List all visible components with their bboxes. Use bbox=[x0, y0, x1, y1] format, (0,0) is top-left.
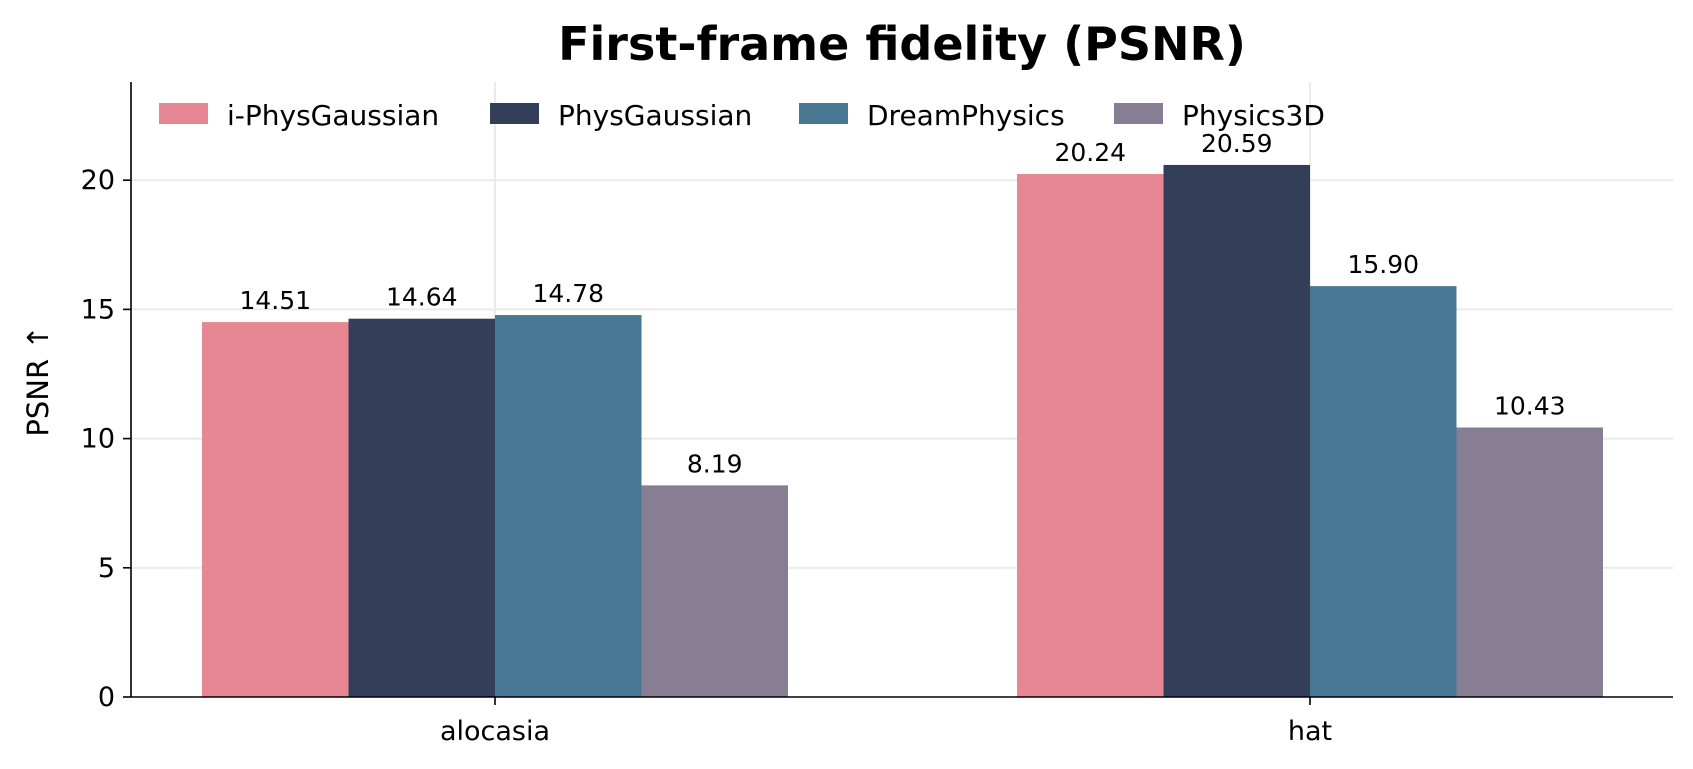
y-axis-label: PSNR ↑ bbox=[21, 325, 55, 436]
bar-physgaussian-alocasia bbox=[348, 318, 495, 697]
bar-value-label: 10.43 bbox=[1494, 391, 1566, 420]
bar-value-label: 14.78 bbox=[532, 279, 604, 308]
y-tick-label: 0 bbox=[98, 682, 115, 713]
bar-value-label: 20.24 bbox=[1054, 138, 1126, 167]
x-tick-label: alocasia bbox=[440, 716, 550, 747]
legend-swatch bbox=[799, 103, 848, 124]
axes bbox=[130, 82, 1673, 698]
legend-swatch bbox=[159, 103, 208, 124]
bar-physics3d-alocasia bbox=[641, 485, 788, 697]
legend-label: i-PhysGaussian bbox=[227, 99, 439, 132]
x-tick-label: hat bbox=[1288, 716, 1332, 747]
bar-dreamphysics-alocasia bbox=[495, 315, 642, 697]
legend-label: PhysGaussian bbox=[558, 99, 752, 132]
chart-title: First-frame fidelity (PSNR) bbox=[558, 17, 1246, 71]
bar-value-label: 20.59 bbox=[1201, 129, 1273, 158]
bar-i-physgaussian-hat bbox=[1017, 173, 1164, 698]
x-ticks: alocasia hat bbox=[440, 697, 1332, 747]
legend-label: DreamPhysics bbox=[867, 99, 1065, 132]
y-tick-label: 15 bbox=[81, 294, 115, 325]
legend-swatch bbox=[490, 103, 539, 124]
bar-i-physgaussian-alocasia bbox=[202, 322, 349, 697]
bars bbox=[202, 164, 1603, 698]
bar-value-label: 14.51 bbox=[239, 286, 311, 315]
bar-dreamphysics-hat bbox=[1310, 286, 1457, 697]
legend-label: Physics3D bbox=[1182, 99, 1325, 132]
legend: i-PhysGaussian PhysGaussian DreamPhysics Ph… bbox=[159, 99, 1325, 132]
bar-value-label: 14.64 bbox=[386, 283, 458, 312]
bar-value-label: 15.90 bbox=[1347, 250, 1419, 279]
bar-physics3d-hat bbox=[1456, 427, 1603, 697]
bar-value-label: 8.19 bbox=[687, 449, 743, 478]
y-tick-label: 5 bbox=[98, 553, 115, 584]
y-tick-label: 20 bbox=[81, 165, 115, 196]
bar-physgaussian-hat bbox=[1163, 164, 1310, 697]
bar-value-labels: 14.51 14.64 14.78 8.19 20.24 20.59 15.90 10.43 bbox=[239, 129, 1565, 478]
y-ticks: 0 5 10 15 20 bbox=[81, 165, 131, 713]
y-tick-label: 10 bbox=[81, 424, 115, 455]
legend-swatch bbox=[1114, 103, 1163, 124]
